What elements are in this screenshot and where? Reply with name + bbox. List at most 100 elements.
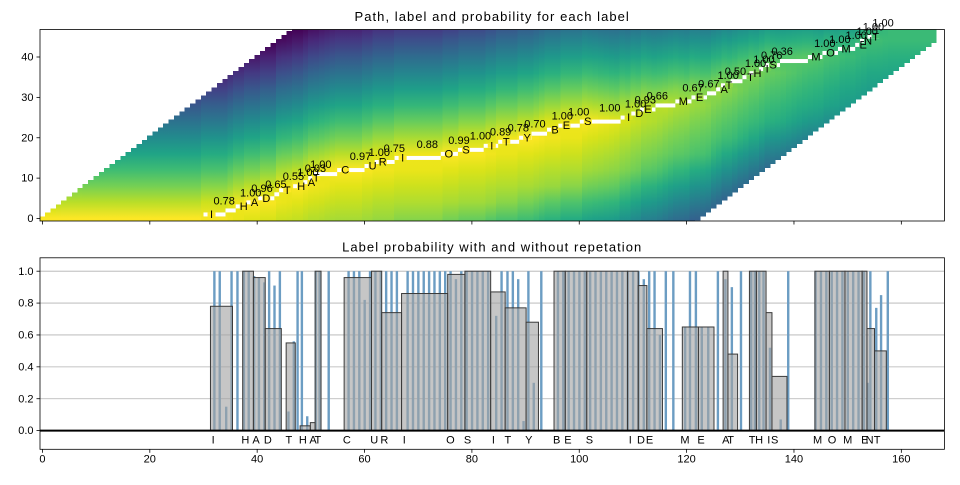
svg-text:O: O <box>445 149 454 161</box>
svg-text:I: I <box>210 209 213 221</box>
svg-text:0.50: 0.50 <box>725 66 746 78</box>
svg-text:1.00: 1.00 <box>470 131 491 143</box>
svg-text:10: 10 <box>21 173 33 185</box>
svg-text:1.00: 1.00 <box>552 111 573 123</box>
svg-text:1.00: 1.00 <box>753 54 774 66</box>
svg-text:I: I <box>403 434 406 446</box>
svg-text:0.96: 0.96 <box>251 183 272 195</box>
svg-text:H: H <box>241 434 249 446</box>
svg-text:S: S <box>771 434 778 446</box>
svg-text:I: I <box>212 434 215 446</box>
svg-text:0.93: 0.93 <box>635 94 656 106</box>
svg-text:0.4: 0.4 <box>18 361 33 373</box>
svg-text:T: T <box>314 434 321 446</box>
svg-text:O: O <box>828 434 837 446</box>
svg-text:S: S <box>464 434 471 446</box>
svg-text:0.55: 0.55 <box>283 171 304 183</box>
svg-text:Label probability with and wit: Label probability with and without repet… <box>342 239 642 254</box>
svg-text:E: E <box>861 434 868 446</box>
svg-text:T: T <box>504 434 511 446</box>
svg-text:1.00: 1.00 <box>717 70 738 82</box>
svg-text:T: T <box>872 31 879 43</box>
svg-text:S: S <box>586 434 593 446</box>
svg-text:0.75: 0.75 <box>384 143 405 155</box>
svg-text:O: O <box>826 48 835 60</box>
svg-text:1.00: 1.00 <box>857 26 878 38</box>
svg-text:R: R <box>380 434 388 446</box>
svg-text:60: 60 <box>358 454 370 466</box>
svg-text:I: I <box>627 112 630 124</box>
svg-text:0.65: 0.65 <box>265 179 286 191</box>
svg-text:T: T <box>285 434 292 446</box>
svg-text:T: T <box>503 136 510 148</box>
svg-text:M: M <box>813 434 822 446</box>
svg-text:T: T <box>313 173 320 185</box>
svg-text:E: E <box>860 39 867 51</box>
svg-text:E: E <box>563 120 570 132</box>
svg-text:1.00: 1.00 <box>297 167 318 179</box>
svg-text:S: S <box>584 116 591 128</box>
svg-text:100: 100 <box>570 454 588 466</box>
svg-text:Y: Y <box>524 132 532 144</box>
svg-text:40: 40 <box>251 454 263 466</box>
svg-text:Y: Y <box>525 434 533 446</box>
svg-text:D: D <box>637 434 645 446</box>
svg-text:160: 160 <box>892 454 910 466</box>
svg-text:0.2: 0.2 <box>18 393 33 405</box>
svg-text:M: M <box>680 434 689 446</box>
svg-text:0.8: 0.8 <box>18 298 33 310</box>
svg-text:40: 40 <box>21 52 33 64</box>
svg-text:0.78: 0.78 <box>508 123 529 135</box>
svg-text:1.00: 1.00 <box>599 102 620 114</box>
svg-text:0.6: 0.6 <box>18 330 33 342</box>
svg-text:0.78: 0.78 <box>213 195 234 207</box>
svg-text:T: T <box>747 72 754 84</box>
svg-text:0: 0 <box>27 213 33 225</box>
svg-text:0.0: 0.0 <box>18 425 33 437</box>
svg-text:1.00: 1.00 <box>568 107 589 119</box>
svg-text:E: E <box>696 92 703 104</box>
svg-text:D: D <box>264 434 272 446</box>
svg-text:1.00: 1.00 <box>863 22 884 34</box>
svg-text:H: H <box>297 181 305 193</box>
svg-text:N: N <box>866 434 874 446</box>
svg-text:E: E <box>564 434 571 446</box>
svg-text:80: 80 <box>466 454 478 466</box>
svg-text:A: A <box>721 84 729 96</box>
svg-text:0.66: 0.66 <box>647 90 668 102</box>
svg-text:1.00: 1.00 <box>829 34 850 46</box>
svg-text:1.00: 1.00 <box>240 187 261 199</box>
svg-text:H: H <box>753 68 761 80</box>
svg-text:1.00: 1.00 <box>846 30 867 42</box>
svg-text:D: D <box>262 193 270 205</box>
svg-text:C: C <box>343 434 351 446</box>
svg-text:N: N <box>864 35 872 47</box>
svg-text:M: M <box>843 434 852 446</box>
svg-text:H: H <box>299 434 307 446</box>
svg-text:A: A <box>251 197 259 209</box>
svg-text:0.67: 0.67 <box>698 78 719 90</box>
svg-text:H: H <box>755 434 763 446</box>
svg-text:I: I <box>490 140 493 152</box>
svg-text:C: C <box>341 165 349 177</box>
svg-text:0.70: 0.70 <box>524 119 545 131</box>
svg-text:E: E <box>697 434 704 446</box>
svg-text:H: H <box>240 201 248 213</box>
svg-text:S: S <box>769 60 776 72</box>
svg-text:I: I <box>629 434 632 446</box>
svg-text:T: T <box>284 185 291 197</box>
svg-text:0.88: 0.88 <box>417 139 438 151</box>
svg-text:A: A <box>308 177 316 189</box>
svg-text:R: R <box>379 157 387 169</box>
svg-text:M: M <box>841 44 850 56</box>
svg-text:Path, label and probability fo: Path, label and probability for each lab… <box>355 9 630 24</box>
svg-text:1.0: 1.0 <box>18 266 33 278</box>
svg-text:I: I <box>767 434 770 446</box>
svg-text:20: 20 <box>21 132 33 144</box>
svg-text:1.00: 1.00 <box>872 18 893 30</box>
svg-text:S: S <box>462 144 469 156</box>
svg-text:I: I <box>766 64 769 76</box>
svg-text:E: E <box>644 104 651 116</box>
svg-text:A: A <box>309 434 317 446</box>
svg-text:I: I <box>492 434 495 446</box>
